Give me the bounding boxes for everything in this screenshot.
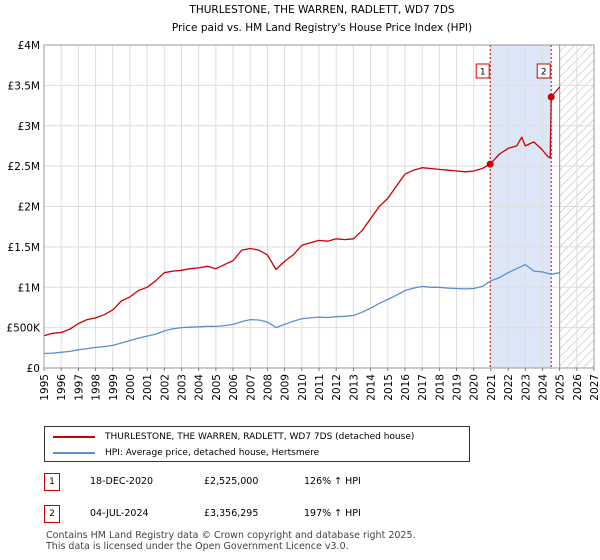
x-tick-label: 2014 [366, 374, 378, 401]
sale-point [547, 93, 555, 101]
y-tick-label: £0 [27, 363, 40, 375]
x-tick-label: 2006 [228, 374, 240, 401]
legend: THURLESTONE, THE WARREN, RADLETT, WD7 7D… [44, 426, 470, 462]
x-tick-label: 2022 [503, 374, 515, 401]
x-tick-label: 2016 [400, 374, 412, 401]
sale-label-box [536, 63, 551, 79]
x-tick-label: 1995 [39, 374, 51, 401]
sale-label-box [475, 63, 490, 79]
footer-attribution: Contains HM Land Registry data © Crown c… [46, 530, 416, 552]
x-tick-label: 2019 [452, 374, 464, 401]
x-tick-label: 2007 [245, 374, 257, 401]
property-price-line [43, 86, 561, 337]
transaction-date: 18-DEC-2020 [90, 476, 154, 487]
x-tick-label: 1997 [73, 374, 85, 401]
y-tick-label: £2M [18, 202, 40, 214]
x-tick-label: 1996 [56, 374, 68, 401]
x-tick-label: 2003 [177, 374, 189, 401]
x-tick-label: 2010 [297, 374, 309, 401]
sale-label: 1 [480, 68, 486, 78]
x-tick-label: 2001 [142, 374, 154, 401]
footer-license: This data is licensed under the Open Gov… [46, 541, 349, 552]
legend-label-hpi: HPI: Average price, detached house, Hert… [105, 448, 320, 458]
footer-copyright: Contains HM Land Registry data © Crown c… [46, 530, 416, 541]
x-tick-label: 2021 [486, 374, 498, 401]
x-tick-label: 1998 [91, 374, 103, 401]
y-tick-label: £3M [18, 121, 40, 133]
x-tick-label: 2005 [211, 374, 223, 401]
sale-label: 2 [541, 68, 547, 78]
transaction-hpi-change: 126% ↑ HPI [304, 476, 361, 487]
x-tick-label: 2026 [572, 374, 584, 401]
x-tick-label: 2018 [434, 374, 446, 401]
x-tick-label: 2008 [262, 374, 274, 401]
x-tick-label: 2027 [589, 374, 600, 401]
x-tick-label: 2017 [417, 374, 429, 401]
x-tick-label: 2012 [331, 374, 343, 401]
transaction-price: £3,356,295 [204, 508, 259, 519]
y-tick-label: £4M [18, 40, 40, 52]
x-tick-label: 2025 [555, 374, 567, 401]
chart-title: THURLESTONE, THE WARREN, RADLETT, WD7 7D… [188, 4, 455, 16]
y-tick-label: £3.5M [8, 80, 40, 92]
x-tick-label: 2002 [159, 374, 171, 401]
x-tick-label: 2015 [383, 374, 395, 401]
x-tick-label: 2004 [194, 374, 206, 401]
x-tick-label: 2009 [280, 374, 292, 401]
sale-point [486, 160, 494, 168]
y-tick-label: £1M [18, 282, 40, 294]
y-tick-label: £2.5M [8, 161, 40, 173]
transaction-date: 04-JUL-2024 [90, 508, 149, 519]
legend-item-hpi: HPI: Average price, detached house, Hert… [53, 445, 319, 461]
transaction-hpi-change: 197% ↑ HPI [304, 508, 361, 519]
legend-item-property: THURLESTONE, THE WARREN, RADLETT, WD7 7D… [53, 429, 414, 445]
transaction-number-badge: 2 [44, 505, 60, 523]
x-tick-label: 2020 [469, 374, 481, 401]
x-tick-label: 2013 [348, 374, 360, 401]
price-chart: THURLESTONE, THE WARREN, RADLETT, WD7 7D… [6, 4, 600, 401]
y-tick-label: £1.5M [8, 242, 40, 254]
x-tick-label: 2023 [520, 374, 532, 401]
hpi-line [43, 263, 560, 355]
legend-swatch-hpi [53, 452, 95, 454]
y-tick-label: £500K [6, 323, 41, 335]
legend-swatch-property [53, 436, 95, 438]
x-tick-label: 2011 [314, 374, 326, 401]
transaction-number-badge: 1 [44, 473, 60, 491]
x-tick-label: 2024 [537, 374, 549, 401]
x-tick-label: 2000 [125, 374, 137, 401]
x-tick-label: 1999 [108, 374, 120, 401]
chart-subtitle: Price paid vs. HM Land Registry's House … [172, 22, 472, 34]
transaction-price: £2,525,000 [204, 476, 259, 487]
legend-label-property: THURLESTONE, THE WARREN, RADLETT, WD7 7D… [105, 432, 415, 442]
